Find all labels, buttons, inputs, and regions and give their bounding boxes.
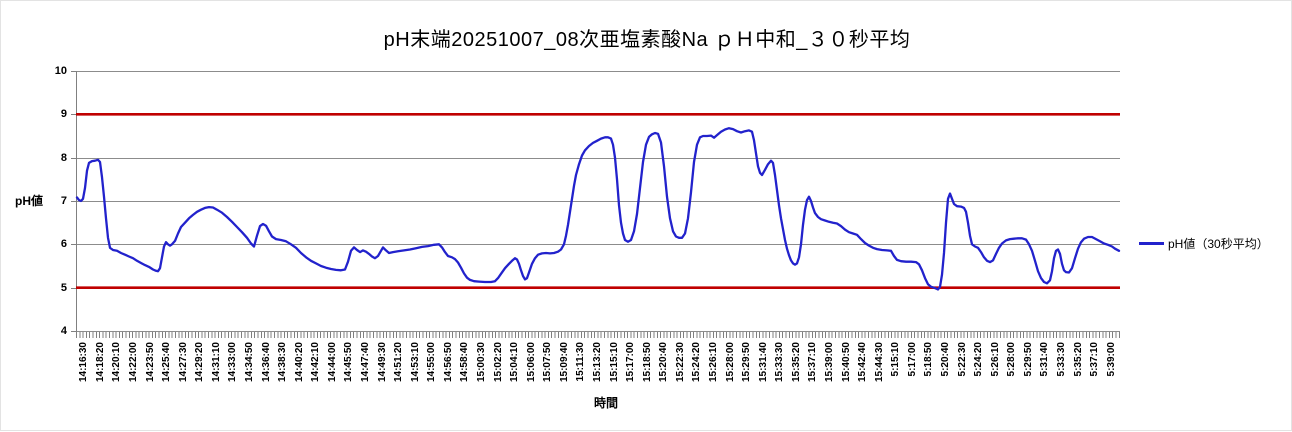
x-tick-label: 15:28:00 (724, 342, 736, 383)
x-tick-label: 15:44:30 (873, 342, 885, 383)
x-tick-label: 15:09:40 (558, 342, 570, 383)
x-tick-label: 14:18:20 (94, 342, 106, 383)
x-tick-label: 15:24:20 (691, 342, 703, 383)
x-tick-label: 15:29:50 (741, 342, 753, 383)
x-tick-label: 15:42:40 (857, 342, 869, 383)
x-tick-label: 15:04:10 (509, 342, 521, 383)
x-tick-label: 14:16:30 (78, 342, 90, 383)
x-tick-label: 14:58:40 (459, 342, 471, 383)
legend-series-label: pH値（30秒平均） (1168, 237, 1269, 251)
x-tick-label: 14:44:00 (326, 342, 338, 383)
y-tick-label: 10 (54, 65, 67, 77)
x-tick-label: 14:45:50 (343, 342, 355, 383)
x-tick-label: 14:40:20 (293, 342, 305, 383)
x-tick-label: 14:27:30 (177, 342, 189, 383)
x-tick-label: 5:28:00 (1006, 342, 1018, 377)
x-tick-label: 14:47:40 (360, 342, 371, 383)
x-tick-label: 14:23:50 (144, 342, 156, 383)
x-tick-label: 5:15:10 (890, 342, 902, 377)
x-axis-tick-comb (76, 332, 1121, 338)
x-tick-label: 5:37:10 (1089, 342, 1101, 377)
y-tick-label: 7 (60, 195, 67, 207)
x-tick-label: 5:39:00 (1105, 342, 1117, 377)
x-tick-label: 5:29:50 (1022, 342, 1034, 377)
x-tick-label: 15:18:50 (641, 342, 653, 383)
x-tick-label: 14:42:10 (310, 342, 322, 383)
x-tick-label: 14:22:00 (128, 342, 139, 383)
x-tick-label: 5:17:00 (906, 342, 918, 377)
y-tick-label: 9 (60, 108, 67, 121)
x-tick-label: 5:31:40 (1039, 342, 1051, 377)
x-tick-label: 5:26:10 (989, 342, 1001, 377)
x-tick-label: 15:02:20 (492, 342, 504, 383)
ph-series-line (75, 127, 1121, 291)
chart-title: pH末端20251007_08次亜塩素酸Na ｐＨ中和_３０秒平均 (383, 29, 911, 51)
x-tick-label: 5:18:50 (923, 342, 935, 377)
x-tick-label: 14:29:20 (194, 342, 206, 383)
y-tick-label: 5 (60, 281, 67, 294)
x-tick-label: 5:22:30 (956, 342, 968, 377)
x-tick-label: 15:06:00 (525, 342, 537, 383)
x-tick-label: 14:36:40 (260, 342, 272, 383)
x-tick-label: 15:40:50 (840, 342, 852, 383)
x-tick-label: 14:25:40 (161, 342, 173, 383)
x-tick-label: 14:53:10 (409, 342, 421, 383)
x-tick-label: 14:31:10 (210, 342, 222, 383)
y-axis-title: pH値 (15, 194, 43, 208)
x-tick-label: 14:49:30 (376, 342, 388, 383)
x-tick-label: 15:20:40 (658, 342, 670, 383)
x-tick-label: 15:15:10 (608, 342, 620, 383)
x-axis-title: 時間 (593, 396, 618, 410)
x-tick-label: 15:26:10 (708, 342, 719, 383)
y-tick-label: 6 (60, 238, 67, 251)
x-tick-label: 5:35:20 (1072, 342, 1084, 377)
x-tick-label: 15:00:30 (476, 342, 487, 383)
x-tick-label: 14:20:10 (111, 342, 123, 383)
x-tick-label: 14:56:50 (442, 342, 454, 383)
x-tick-label: 15:37:10 (807, 342, 819, 383)
x-tick-label: 14:55:00 (426, 342, 438, 383)
x-tick-label: 15:13:20 (592, 342, 603, 383)
legend: pH値（30秒平均） (1139, 235, 1269, 252)
y-tick-label: 4 (60, 325, 67, 337)
x-tick-label: 5:24:20 (973, 342, 985, 377)
x-tick-label: 15:07:50 (542, 342, 554, 383)
x-tick-label: 15:17:00 (625, 342, 637, 383)
x-tick-label: 14:51:20 (393, 342, 405, 383)
x-tick-label: 15:11:30 (575, 342, 587, 382)
legend-line-swatch-icon (1139, 242, 1164, 245)
x-tick-label: 15:22:30 (674, 342, 686, 383)
x-tick-label: 15:31:40 (757, 342, 769, 383)
x-tick-label: 5:33:30 (1056, 342, 1067, 377)
x-tick-label: 14:38:30 (277, 342, 289, 383)
x-tick-label: 5:20:40 (940, 342, 951, 377)
x-tick-label: 15:39:00 (824, 342, 835, 383)
x-tick-label: 14:34:50 (244, 342, 255, 383)
x-tick-label: 15:35:20 (790, 342, 802, 383)
x-tick-label: 15:33:30 (774, 342, 786, 383)
x-tick-label: 14:33:00 (227, 342, 239, 383)
y-tick-label: 8 (60, 151, 67, 164)
